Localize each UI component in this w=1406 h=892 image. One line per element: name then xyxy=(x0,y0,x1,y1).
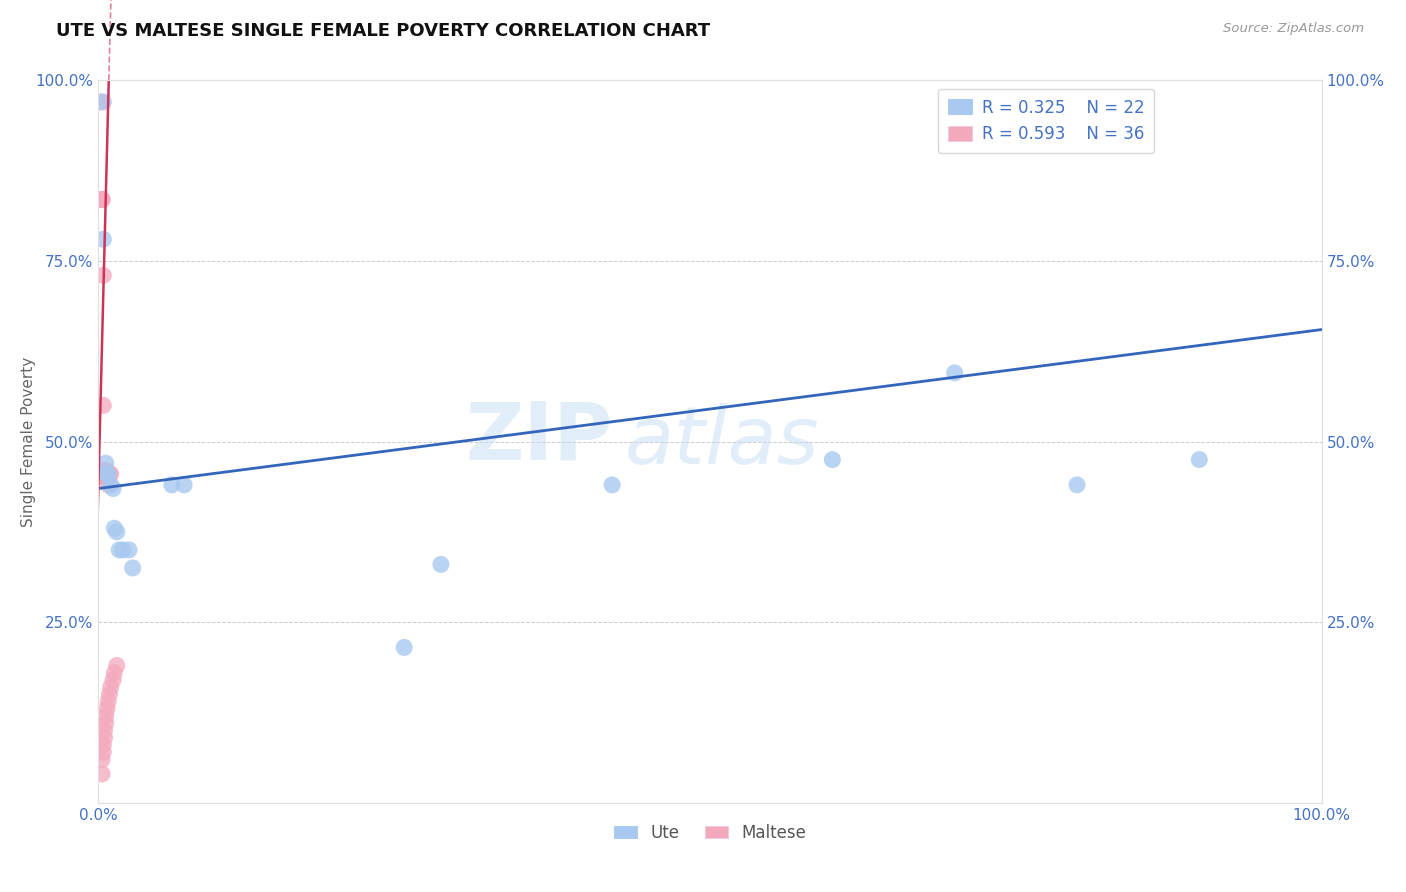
Point xyxy=(94,456,117,470)
Text: UTE VS MALTESE SINGLE FEMALE POVERTY CORRELATION CHART: UTE VS MALTESE SINGLE FEMALE POVERTY COR… xyxy=(56,22,710,40)
Text: Source: ZipAtlas.com: Source: ZipAtlas.com xyxy=(1223,22,1364,36)
Point xyxy=(94,709,117,723)
Point xyxy=(91,193,114,207)
Point xyxy=(94,463,117,477)
Point xyxy=(91,752,114,766)
Point xyxy=(943,366,966,380)
Point xyxy=(91,232,114,246)
Point xyxy=(1188,452,1211,467)
Point xyxy=(101,482,124,496)
Point xyxy=(91,95,114,109)
Point xyxy=(90,95,112,109)
Point xyxy=(93,467,115,481)
Text: ZIP: ZIP xyxy=(465,399,612,477)
Point xyxy=(90,193,112,207)
Point xyxy=(100,467,122,481)
Point xyxy=(94,467,117,481)
Point xyxy=(600,478,623,492)
Point xyxy=(105,658,128,673)
Point xyxy=(173,478,195,492)
Point xyxy=(91,745,114,759)
Point xyxy=(93,467,115,481)
Point xyxy=(91,467,114,481)
Point xyxy=(96,467,118,481)
Point xyxy=(392,640,416,655)
Point xyxy=(98,687,121,701)
Point xyxy=(91,398,114,412)
Point xyxy=(97,467,120,481)
Point xyxy=(100,478,122,492)
Point xyxy=(160,478,183,492)
Point xyxy=(98,467,121,481)
Point xyxy=(94,470,117,484)
Point xyxy=(108,542,131,557)
Legend: Ute, Maltese: Ute, Maltese xyxy=(607,817,813,848)
Point xyxy=(97,695,120,709)
Point xyxy=(1066,478,1088,492)
Point xyxy=(96,702,118,716)
Point xyxy=(93,731,115,745)
Point xyxy=(97,467,120,481)
Text: atlas: atlas xyxy=(624,402,820,481)
Point xyxy=(430,558,453,572)
Point xyxy=(93,467,115,481)
Point xyxy=(103,665,125,680)
Point xyxy=(91,193,114,207)
Point xyxy=(91,767,114,781)
Point xyxy=(121,561,143,575)
Point xyxy=(821,452,844,467)
Point xyxy=(96,467,118,481)
Point xyxy=(93,463,115,477)
Y-axis label: Single Female Poverty: Single Female Poverty xyxy=(21,357,37,526)
Point xyxy=(91,268,114,283)
Point xyxy=(97,478,120,492)
Point xyxy=(118,542,141,557)
Point xyxy=(93,723,115,738)
Point xyxy=(96,467,118,481)
Point xyxy=(91,738,114,752)
Point xyxy=(101,673,124,687)
Point xyxy=(111,542,134,557)
Point xyxy=(94,716,117,731)
Point xyxy=(103,521,125,535)
Point xyxy=(100,680,122,694)
Point xyxy=(105,524,128,539)
Point xyxy=(96,470,118,484)
